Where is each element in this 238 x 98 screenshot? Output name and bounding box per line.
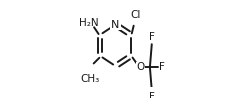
Text: H₂N: H₂N [79, 18, 98, 28]
Text: O: O [136, 62, 145, 72]
Text: CH₃: CH₃ [80, 74, 99, 84]
Text: N: N [111, 20, 120, 30]
Text: F: F [159, 62, 165, 72]
Text: Cl: Cl [130, 10, 141, 20]
Text: F: F [149, 92, 155, 98]
Text: F: F [149, 32, 155, 42]
